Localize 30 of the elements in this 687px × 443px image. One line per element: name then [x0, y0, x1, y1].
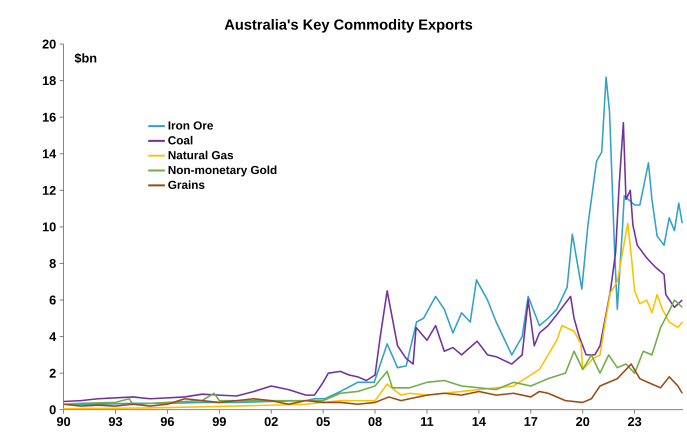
- legend-label: Iron Ore: [168, 121, 213, 130]
- x-tick-label: 20: [576, 417, 590, 426]
- x-tick-label: 08: [368, 417, 382, 426]
- y-tick-label: 4: [49, 332, 56, 341]
- legend-label: Non-monetary Gold: [168, 166, 276, 176]
- x-tick-label: 02: [264, 417, 278, 426]
- x-tick-label: 11: [421, 417, 434, 426]
- x-tick-label: 99: [212, 417, 226, 426]
- x-tick-label: 05: [316, 417, 330, 426]
- y-tick-label: 16: [42, 112, 56, 122]
- y-tick-label: 2: [50, 368, 56, 378]
- y-tick-label: 14: [42, 149, 56, 158]
- y-tick-label: 8: [50, 258, 56, 268]
- legend-label: Grains: [168, 180, 204, 189]
- chart-title: Australia's Key Commodity Exports: [224, 18, 472, 33]
- y-tick-label: 12: [42, 186, 56, 195]
- legend-label: Coal: [168, 136, 192, 144]
- x-tick-label: 90: [56, 417, 70, 426]
- legend-label: Natural Gas: [168, 150, 234, 160]
- y-tick-label: 10: [42, 222, 56, 232]
- x-tick-label: 17: [524, 417, 538, 426]
- x-tick-label: 93: [108, 417, 122, 426]
- x-tick-label: 23: [628, 417, 642, 426]
- y-tick-label: 18: [42, 76, 56, 86]
- y-tick-label: 6: [50, 296, 56, 305]
- y-tick-label: 0: [50, 405, 56, 414]
- y-tick-label: 20: [42, 40, 56, 49]
- y-axis-title: $bn: [74, 53, 96, 64]
- x-tick-label: 96: [160, 417, 174, 426]
- x-tick-label: 14: [472, 417, 486, 426]
